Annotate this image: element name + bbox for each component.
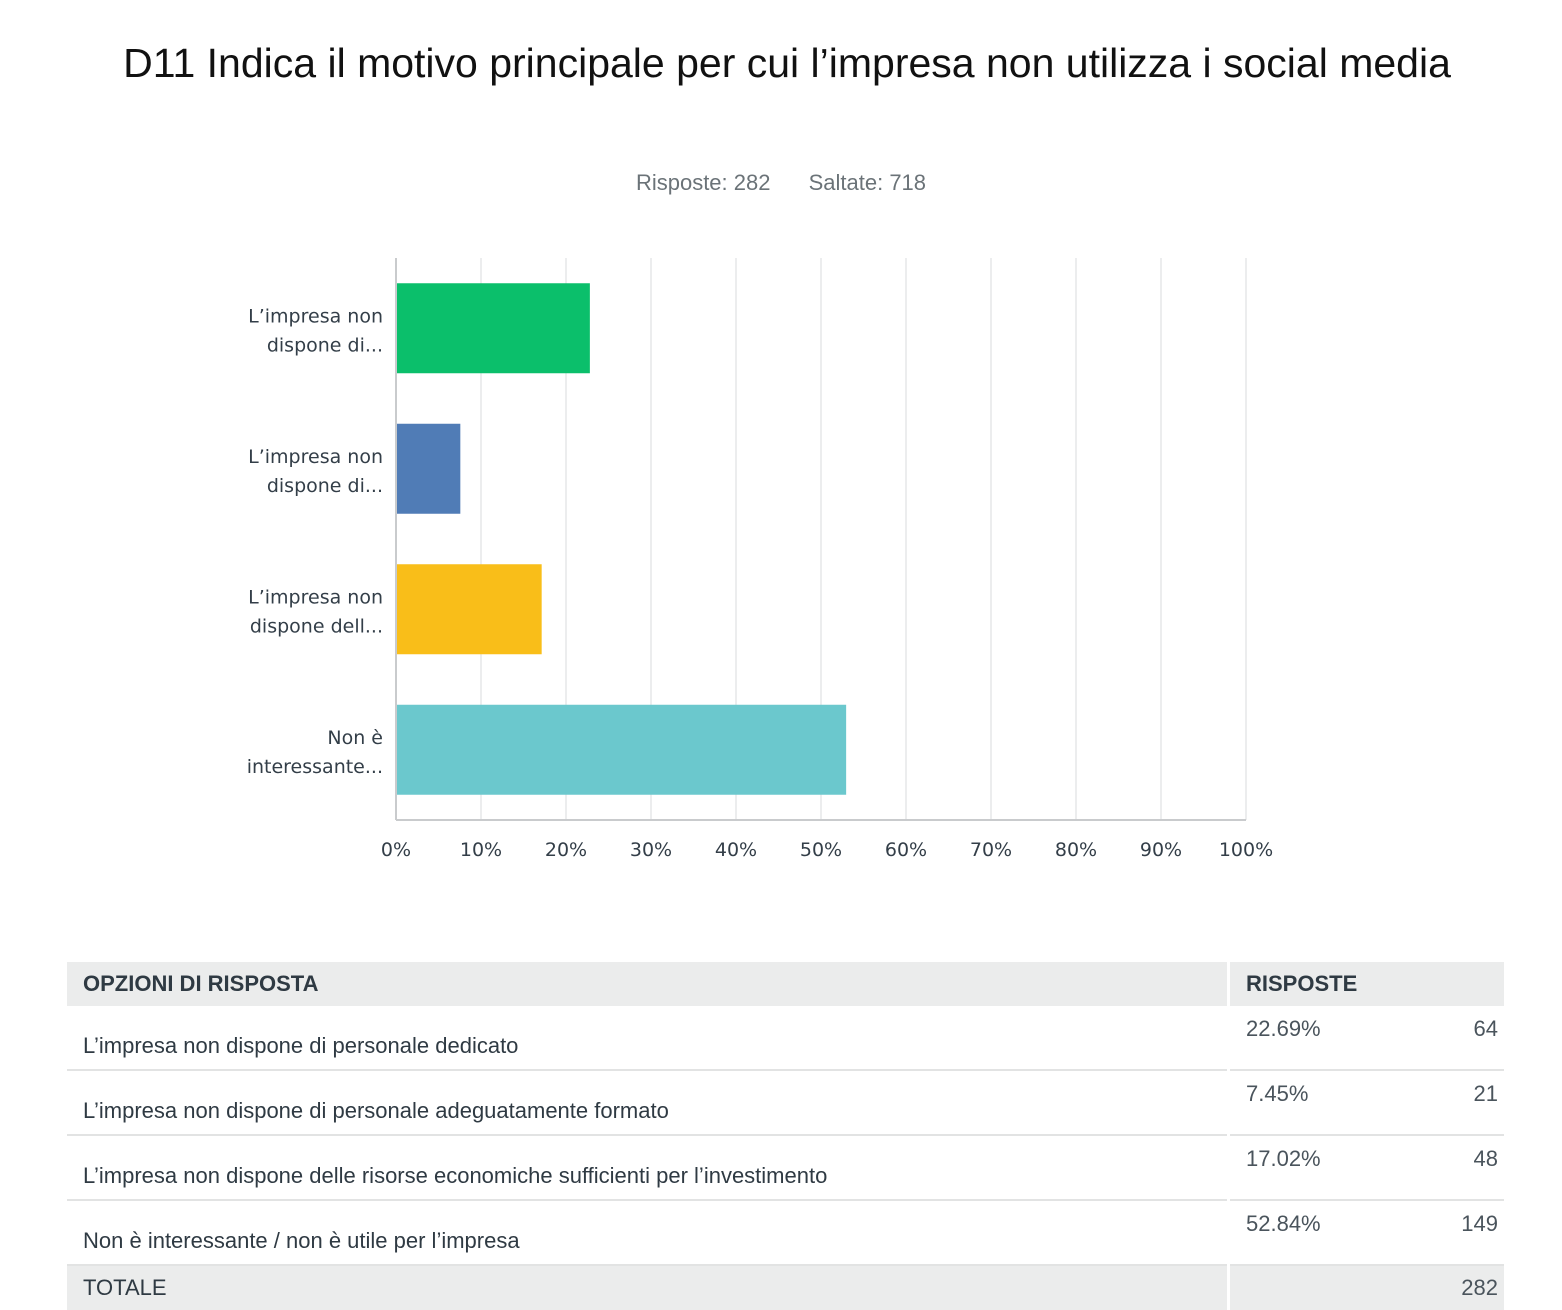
- x-tick-label: 40%: [715, 839, 757, 861]
- row-option: L’impresa non dispone delle risorse econ…: [67, 1135, 1229, 1201]
- row-percent: 22.69%: [1227, 1006, 1412, 1071]
- row-count: 149: [1412, 1200, 1504, 1266]
- x-tick-label: 60%: [885, 839, 927, 861]
- row-percent: 7.45%: [1227, 1070, 1412, 1136]
- bar-chart: 0% 10% 20% 30% 40% 50% 60% 70% 80% 90% 100% L’impre…: [247, 258, 1273, 861]
- x-tick-label: 50%: [800, 839, 842, 861]
- row-count: 48: [1412, 1135, 1504, 1201]
- skipped-count: Saltate: 718: [808, 170, 927, 195]
- x-tick-label: 100%: [1219, 839, 1273, 861]
- row-percent: 52.84%: [1227, 1200, 1412, 1266]
- table-row: L’impresa non dispone delle risorse econ…: [67, 1135, 1504, 1201]
- bar: [397, 283, 590, 374]
- x-tick-label: 90%: [1140, 839, 1182, 861]
- category-label: L’impresa non dispone dell...: [248, 586, 383, 637]
- chart-title: D11 Indica il motivo principale per cui …: [123, 40, 1451, 86]
- response-stats: Risposte: 282 Saltate: 718: [0, 170, 1562, 196]
- x-tick-label: 0%: [381, 839, 411, 861]
- responses-count: Risposte: 282: [635, 170, 771, 195]
- table-row: L’impresa non dispone di personale adegu…: [67, 1070, 1504, 1136]
- row-percent: 17.02%: [1227, 1135, 1412, 1201]
- x-tick-label: 30%: [630, 839, 672, 861]
- table-row: L’impresa non dispone di personale dedic…: [67, 1006, 1504, 1071]
- row-option: L’impresa non dispone di personale adegu…: [67, 1070, 1229, 1136]
- table-row: Non è interessante / non è utile per l’i…: [67, 1200, 1504, 1266]
- row-option: L’impresa non dispone di personale dedic…: [67, 1006, 1229, 1071]
- answers-table: OPZIONI DI RISPOSTA RISPOSTE L’impresa n…: [67, 962, 1504, 1310]
- header-options: OPZIONI DI RISPOSTA: [67, 962, 1229, 1006]
- x-tick-label: 70%: [970, 839, 1012, 861]
- bar: [397, 423, 461, 514]
- bar: [397, 704, 847, 795]
- category-label: Non è interessante...: [247, 727, 383, 778]
- header-responses: RISPOSTE: [1227, 962, 1504, 1006]
- row-count: 64: [1412, 1006, 1504, 1071]
- category-label: L’impresa non dispone di...: [248, 446, 383, 497]
- x-tick-label: 80%: [1055, 839, 1097, 861]
- x-tick-label: 20%: [545, 839, 587, 861]
- row-option: Non è interessante / non è utile per l’i…: [67, 1200, 1229, 1266]
- bar: [397, 564, 542, 655]
- table-header-row: OPZIONI DI RISPOSTA RISPOSTE: [67, 962, 1504, 1006]
- row-count: 21: [1412, 1070, 1504, 1136]
- category-label: L’impresa non dispone di...: [248, 305, 383, 356]
- x-tick-label: 10%: [460, 839, 502, 861]
